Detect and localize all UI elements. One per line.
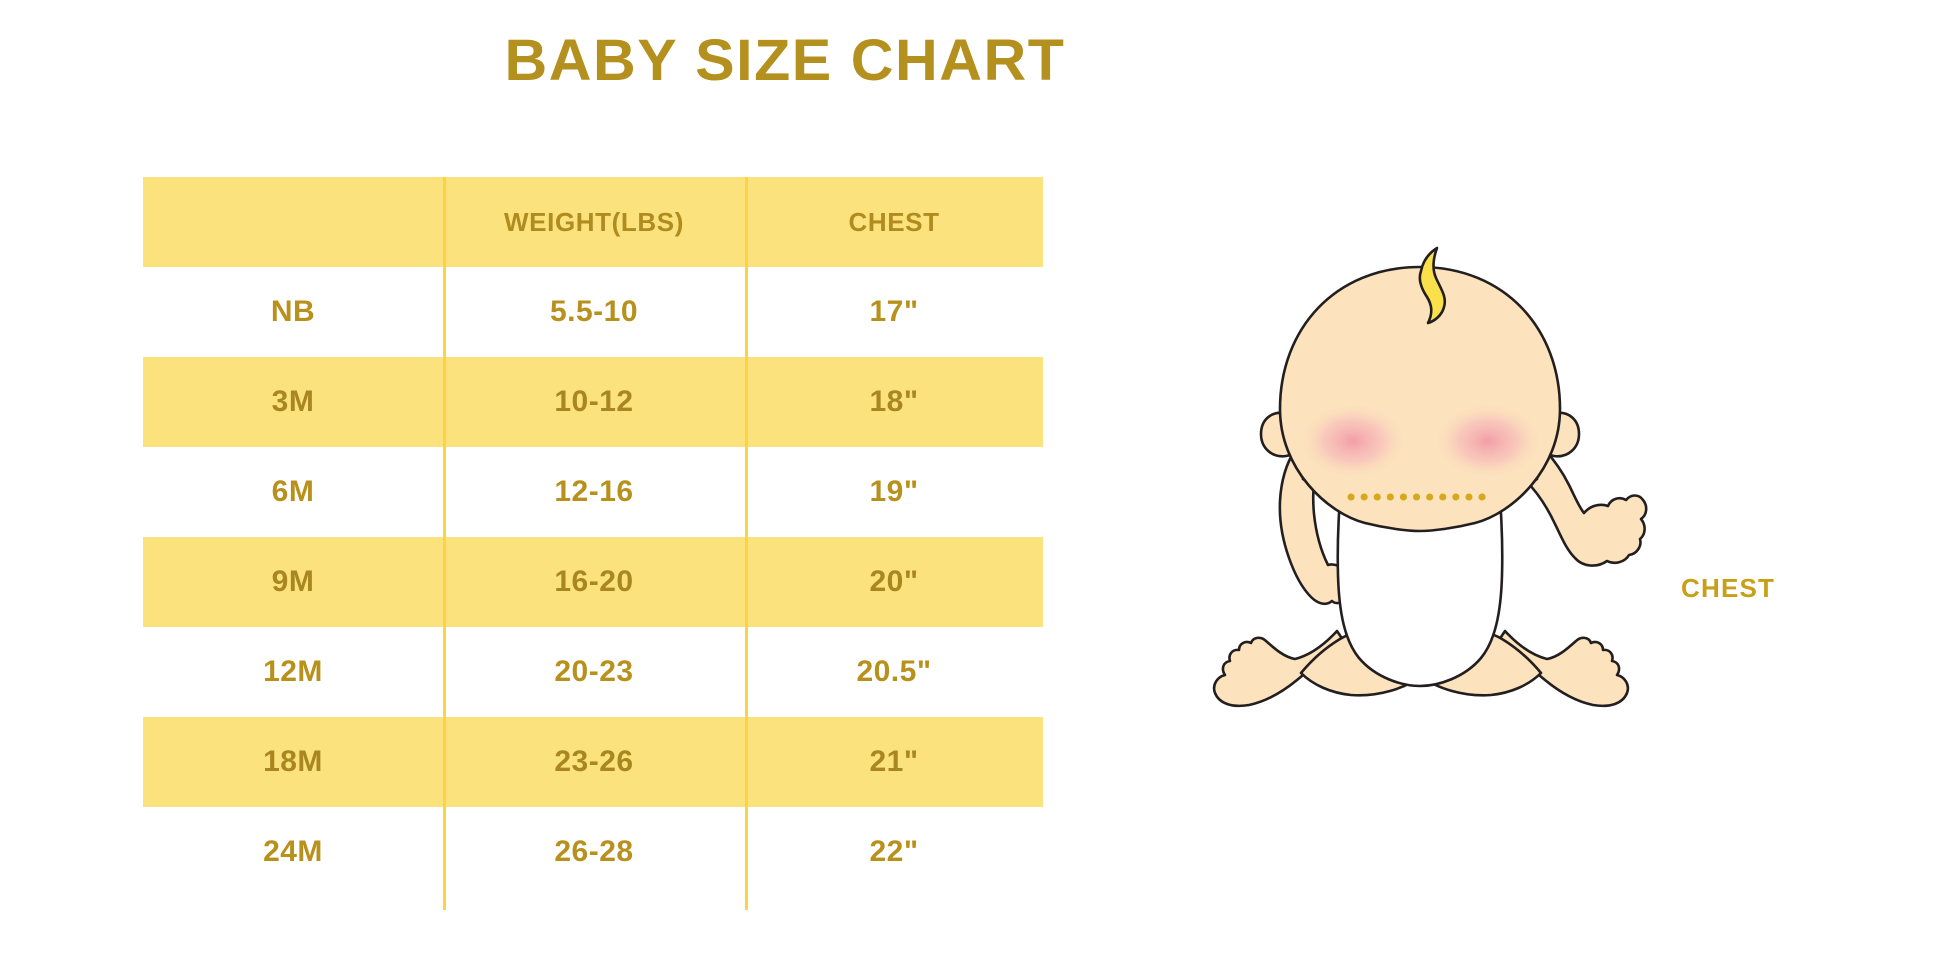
cell-weight: 26-28	[554, 835, 634, 868]
sitting-baby-figure-icon	[1185, 245, 1655, 765]
cell-size: 6M	[271, 475, 315, 508]
cell-chest: 20"	[869, 565, 919, 598]
table-row: 6M 12-16 19"	[143, 447, 1043, 537]
cell-weight: 10-12	[554, 385, 634, 418]
column-header-weight: WEIGHT(LBS)	[504, 207, 684, 237]
table-row: NB 5.5-10 17"	[143, 267, 1043, 357]
table-row: 24M 26-28 22"	[143, 807, 1043, 897]
cell-size: 24M	[263, 835, 323, 868]
size-table: WEIGHT(LBS) CHEST NB 5.5-10 17" 3M 10-12…	[143, 177, 1043, 910]
cell-chest: 19"	[869, 475, 919, 508]
cell-chest: 21"	[869, 745, 919, 778]
cell-size: 12M	[263, 655, 323, 688]
table-row: 3M 10-12 18"	[143, 357, 1043, 447]
cell-weight: 20-23	[554, 655, 634, 688]
cell-chest: 20.5"	[856, 655, 932, 688]
column-header-chest: CHEST	[848, 207, 940, 237]
cell-size: NB	[270, 295, 316, 328]
cell-weight: 23-26	[554, 745, 634, 778]
table-row: 9M 16-20 20"	[143, 537, 1043, 627]
chest-measure-label: CHEST	[1681, 573, 1776, 603]
page-title: BABY SIZE CHART	[0, 32, 1946, 90]
table-row: 18M 23-26 21"	[143, 717, 1043, 807]
cell-chest: 22"	[869, 835, 919, 868]
cell-size: 9M	[271, 565, 315, 598]
cell-weight: 12-16	[554, 475, 634, 508]
column-divider-line	[443, 177, 446, 910]
cell-weight: 16-20	[554, 565, 634, 598]
column-divider-line	[745, 177, 748, 910]
table-row: 12M 20-23 20.5"	[143, 627, 1043, 717]
cell-chest: 17"	[869, 295, 919, 328]
table-header-row: WEIGHT(LBS) CHEST	[143, 177, 1043, 267]
page-title-text: BABY SIZE CHART	[504, 28, 1066, 93]
cell-size: 18M	[263, 745, 323, 778]
cell-size: 3M	[271, 385, 315, 418]
cell-chest: 18"	[869, 385, 919, 418]
cell-weight: 5.5-10	[549, 295, 639, 328]
